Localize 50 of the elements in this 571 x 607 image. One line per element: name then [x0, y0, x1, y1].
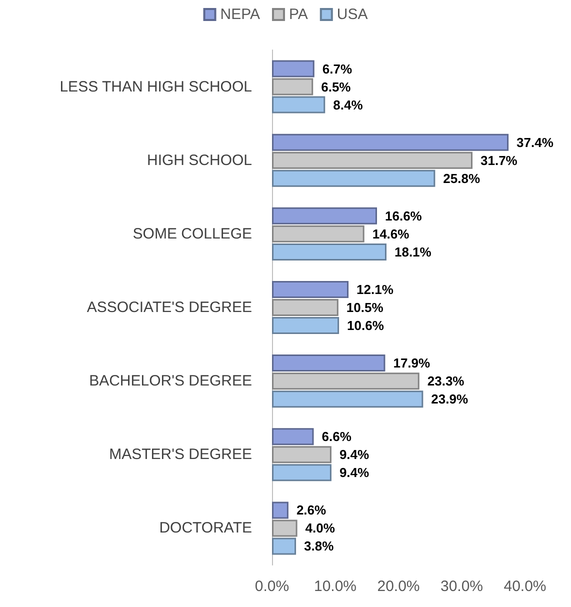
bar	[272, 170, 436, 187]
data-label: 9.4%	[339, 447, 370, 462]
bar	[272, 243, 386, 260]
bar	[272, 354, 386, 372]
data-label: 31.7%	[480, 152, 518, 168]
data-label: 9.4%	[339, 465, 370, 480]
data-label: 25.8%	[443, 170, 480, 186]
y-tick-label: BACHELOR'S DEGREE	[89, 372, 252, 390]
x-tick-label: 0.0%	[254, 578, 290, 595]
bar	[272, 502, 288, 519]
data-label: 16.6%	[384, 208, 422, 224]
legend-label: PA	[289, 6, 308, 23]
data-label: 14.6%	[372, 226, 410, 242]
y-tick-label: HIGH SCHOOL	[146, 152, 252, 169]
data-label: 18.1%	[394, 244, 432, 260]
data-label: 12.1%	[356, 282, 394, 297]
bar	[272, 134, 509, 151]
data-label: 10.6%	[347, 318, 384, 334]
y-tick-label: DOCTORATE	[159, 520, 252, 537]
bar	[272, 317, 340, 334]
x-tick-label: 20.0%	[377, 578, 420, 595]
data-label: 6.6%	[322, 429, 352, 444]
legend-label: USA	[336, 6, 368, 23]
bar	[272, 538, 296, 555]
data-label: 6.5%	[321, 79, 352, 94]
y-tick-label: SOME COLLEGE	[132, 225, 252, 242]
x-tick-label: 30.0%	[440, 578, 484, 595]
data-label: 23.3%	[427, 374, 465, 389]
bar	[272, 96, 326, 114]
bar	[272, 390, 424, 408]
data-label: 4.0%	[305, 520, 336, 536]
data-label: 6.7%	[322, 61, 352, 76]
data-label: 8.4%	[333, 97, 364, 112]
data-label: 37.4%	[516, 134, 554, 150]
legend-label: NEPA	[220, 6, 260, 23]
bar	[272, 60, 314, 78]
bar	[272, 464, 332, 482]
data-label: 23.9%	[431, 392, 468, 407]
data-label: 10.5%	[346, 300, 384, 315]
bar	[272, 428, 314, 446]
bar	[272, 280, 349, 298]
x-tick-label: 10.0%	[314, 578, 357, 595]
data-label: 3.8%	[304, 538, 334, 554]
x-tick-label: 40.0%	[504, 578, 546, 595]
bar	[272, 207, 377, 224]
data-label: 17.9%	[393, 356, 431, 371]
data-label: 2.6%	[296, 502, 327, 518]
y-tick-label: LESS THAN HIGH SCHOOL	[60, 78, 252, 96]
y-tick-label: MASTER'S DEGREE	[109, 446, 252, 464]
y-tick-label: ASSOCIATE'S DEGREE	[86, 299, 252, 316]
